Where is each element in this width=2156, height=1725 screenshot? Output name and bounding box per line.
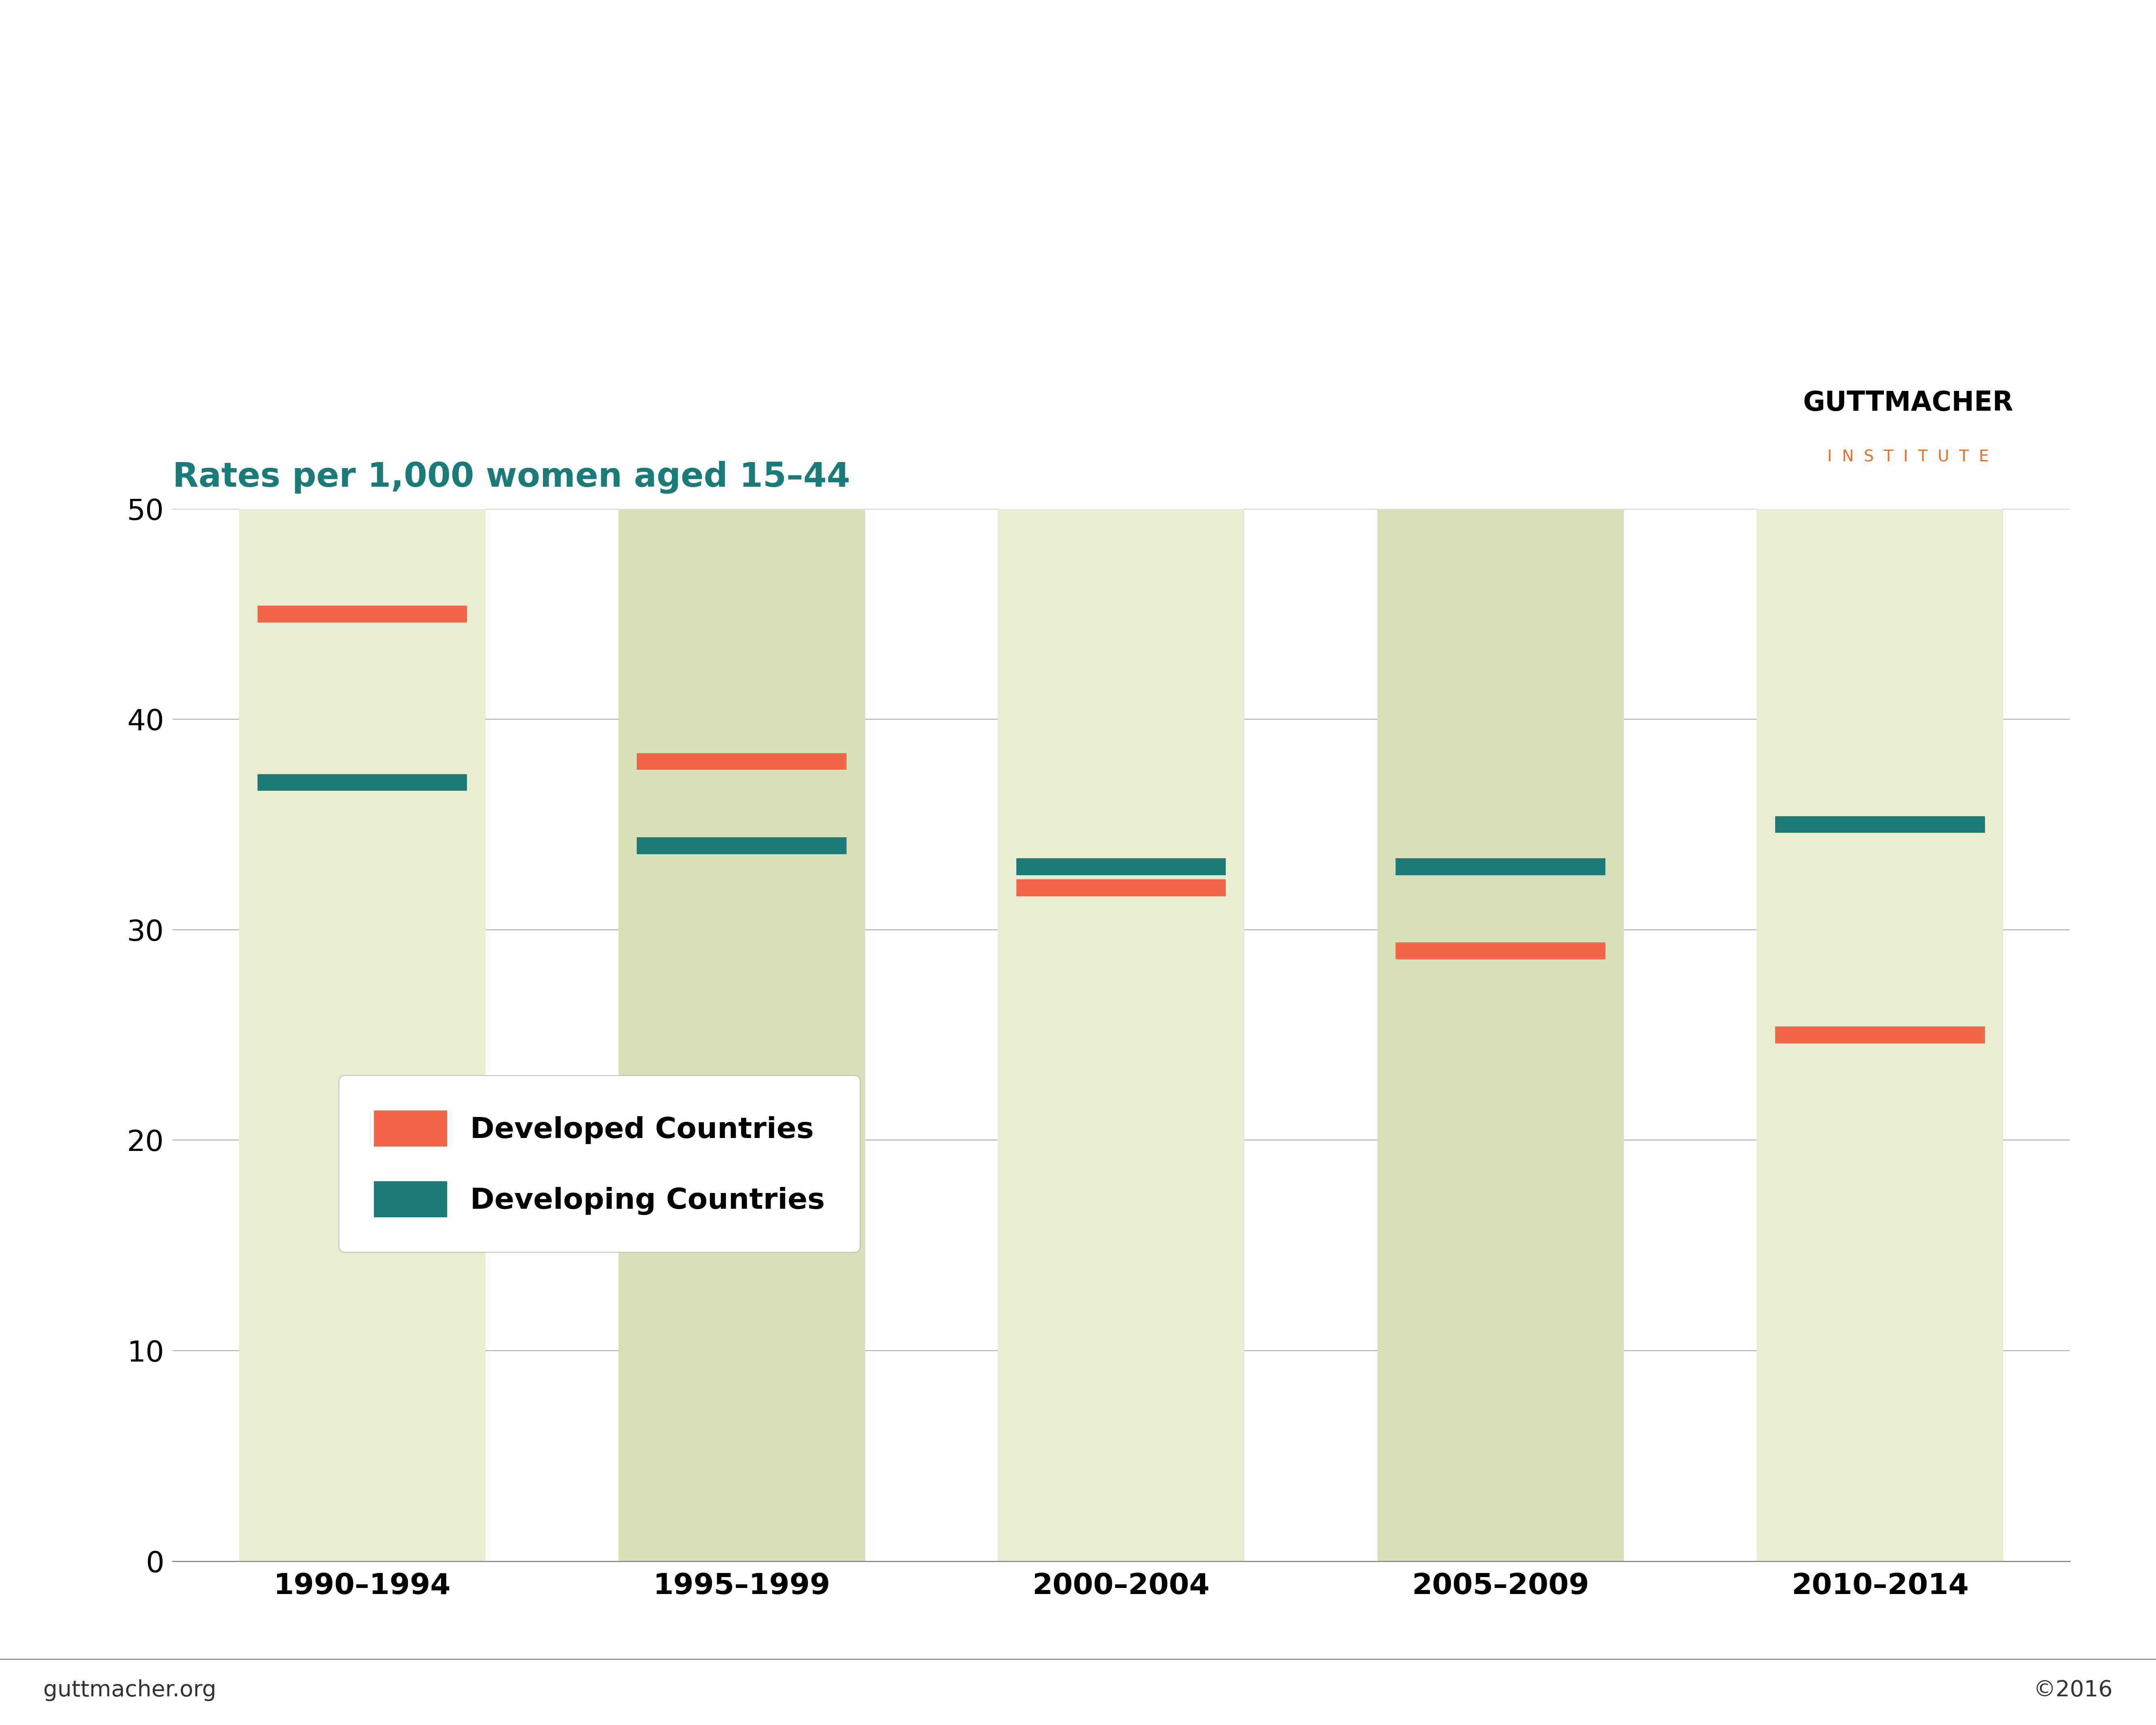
- FancyBboxPatch shape: [2018, 79, 2106, 138]
- Legend: Developed Countries, Developing Countries: Developed Countries, Developing Countrie…: [338, 1076, 860, 1252]
- Bar: [1757, 509, 2003, 1561]
- Bar: [636, 837, 847, 854]
- Text: I  N  S  T  I  T  U  T  E: I N S T I T U T E: [1828, 450, 1988, 466]
- Text: BETWEEN 1990 AND 2014: BETWEEN 1990 AND 2014: [65, 59, 487, 86]
- Bar: [239, 509, 485, 1561]
- Text: Rates per 1,000 women aged 15–44: Rates per 1,000 women aged 15–44: [172, 461, 849, 493]
- Bar: [1015, 880, 1227, 895]
- Text: guttmacher.org: guttmacher.org: [43, 1678, 216, 1701]
- Bar: [1774, 816, 1986, 833]
- Text: Abortion rates declined significantly
in developed countries but remained
unchan: Abortion rates declined significantly in…: [65, 138, 1095, 292]
- Bar: [1774, 1026, 1986, 1044]
- Bar: [1378, 509, 1623, 1561]
- Bar: [619, 509, 865, 1561]
- Bar: [998, 509, 1244, 1561]
- Bar: [1015, 859, 1227, 875]
- Text: ©2016: ©2016: [2033, 1678, 2113, 1701]
- Text: GUTTMACHER: GUTTMACHER: [1802, 390, 2014, 416]
- Bar: [257, 775, 468, 790]
- Bar: [636, 754, 847, 769]
- Bar: [1395, 859, 1606, 875]
- Bar: [1395, 942, 1606, 959]
- Bar: [257, 605, 468, 623]
